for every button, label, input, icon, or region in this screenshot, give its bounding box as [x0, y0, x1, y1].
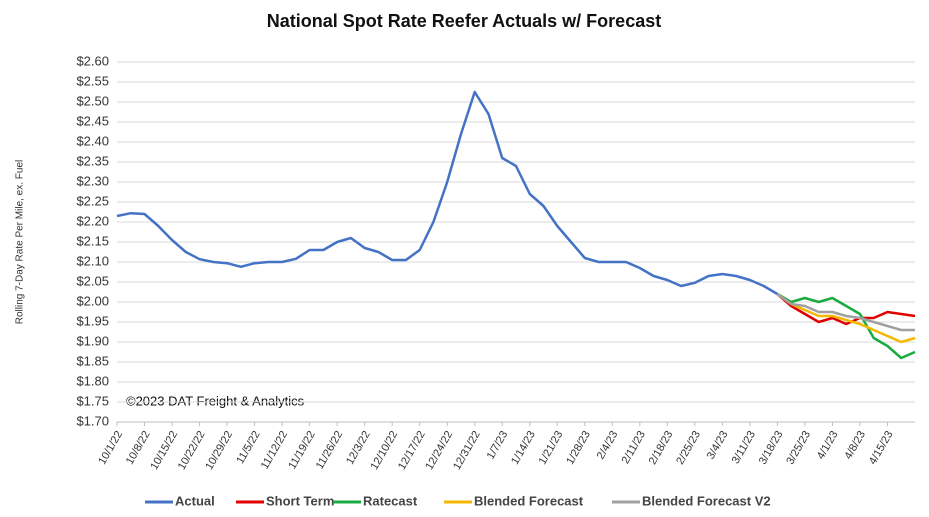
y-tick-label: $2.15 [76, 233, 109, 248]
x-tick-label: 10/29/22 [203, 429, 235, 472]
legend-label: Blended Forecast [474, 493, 584, 508]
legend-label: Ratecast [363, 493, 418, 508]
y-tick-label: $2.45 [76, 113, 109, 128]
x-tick-label: 10/1/22 [96, 429, 125, 467]
y-axis-label: Rolling 7-Day Rate Per Mile, ex. Fuel [15, 160, 26, 325]
legend-label: Actual [175, 493, 215, 508]
x-tick-label: 2/18/23 [647, 429, 676, 467]
y-tick-label: $1.95 [76, 313, 109, 328]
x-tick-label: 4/8/23 [842, 429, 868, 461]
y-tick-label: $2.10 [76, 253, 109, 268]
x-tick-label: 3/25/23 [784, 429, 813, 467]
x-tick-label: 11/5/22 [234, 429, 262, 466]
x-tick-label: 11/26/22 [314, 429, 345, 471]
x-tick-label: 2/4/23 [595, 429, 621, 461]
y-tick-label: $1.70 [76, 413, 109, 428]
x-tick-label: 4/1/23 [815, 429, 841, 461]
y-tick-label: $2.55 [76, 73, 109, 88]
y-tick-label: $2.20 [76, 213, 109, 228]
y-tick-label: $2.05 [76, 273, 109, 288]
x-tick-label: 1/14/23 [509, 429, 538, 467]
x-tick-label: 1/7/23 [485, 429, 511, 461]
annotation: ©2023 DAT Freight & Analytics [126, 393, 305, 408]
series-line [776, 292, 915, 332]
y-tick-label: $2.40 [76, 133, 109, 148]
x-tick-label: 10/8/22 [124, 429, 153, 467]
x-tick-label: 4/15/23 [867, 429, 896, 467]
y-tick-label: $2.50 [76, 93, 109, 108]
series-line [776, 292, 916, 360]
x-tick-label: 3/18/23 [757, 429, 786, 467]
y-tick-label: $1.85 [76, 353, 109, 368]
chart-title: National Spot Rate Reefer Actuals w/ For… [267, 11, 661, 31]
series-line [116, 90, 779, 296]
y-tick-label: $2.30 [76, 173, 109, 188]
y-tick-label: $1.75 [76, 393, 109, 408]
series-line [776, 293, 916, 326]
x-tick-label: 1/28/23 [564, 429, 593, 467]
y-tick-label: $1.90 [76, 333, 109, 348]
y-tick-label: $2.00 [76, 293, 109, 308]
x-tick-label: 2/25/23 [674, 429, 703, 467]
x-tick-label: 12/3/22 [344, 429, 373, 467]
y-tick-label: $2.35 [76, 153, 109, 168]
x-tick-label: 2/11/23 [620, 429, 648, 466]
x-tick-label: 1/21/23 [537, 429, 566, 467]
y-tick-label: $2.60 [76, 53, 109, 68]
x-tick-label: 12/31/22 [451, 429, 483, 472]
y-tick-label: $2.25 [76, 193, 109, 208]
x-tick-label: 3/4/23 [705, 429, 731, 461]
series-line [776, 292, 916, 344]
legend-label: Short Term [266, 493, 334, 508]
x-tick-label: 3/11/23 [730, 429, 758, 466]
legend-label: Blended Forecast V2 [642, 493, 771, 508]
y-tick-label: $1.80 [76, 373, 109, 388]
